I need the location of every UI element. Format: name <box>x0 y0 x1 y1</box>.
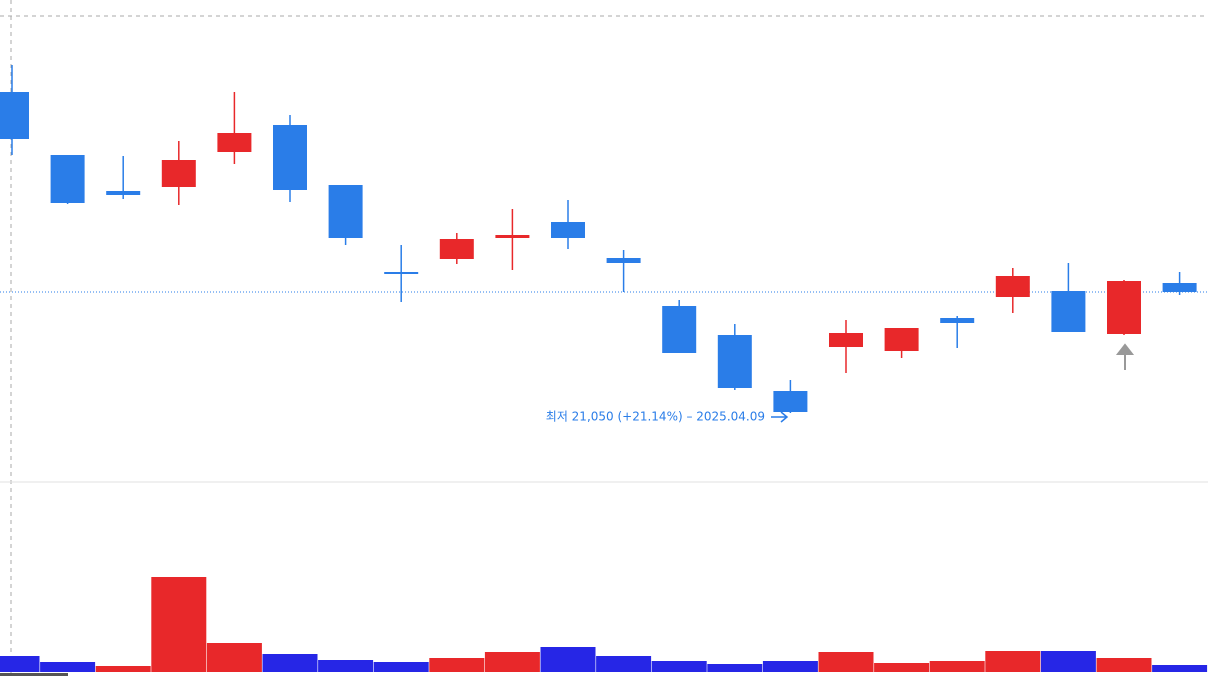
candle-body <box>662 306 697 353</box>
volume-bar <box>1152 665 1208 672</box>
candle-body <box>1162 283 1197 292</box>
volume-bar <box>929 661 985 672</box>
low-annotation: 최저 21,050 (+21.14%) – 2025.04.09 <box>546 410 765 424</box>
volume-bar <box>985 651 1041 672</box>
candle-body <box>829 333 863 347</box>
candle-body <box>995 276 1030 297</box>
scroll-thumb <box>0 673 68 676</box>
candle-body <box>773 391 808 412</box>
volume-bar <box>540 647 596 672</box>
candle-body <box>384 272 419 274</box>
volume-bar <box>318 660 374 672</box>
volume-bar <box>262 654 318 672</box>
candle-body <box>551 222 585 238</box>
candle-body <box>161 160 196 187</box>
candle-body <box>50 155 85 203</box>
volume-bar <box>151 577 207 672</box>
volume-bar <box>206 643 262 672</box>
volume-bar <box>1040 651 1096 672</box>
candle-body <box>1107 281 1141 334</box>
candle-body <box>1051 291 1086 332</box>
volume-bar <box>596 656 652 672</box>
volume-bar <box>707 664 763 672</box>
volume-bar <box>1096 658 1152 672</box>
annotation-arrow <box>771 411 789 423</box>
candle-body <box>940 318 975 323</box>
candle-body <box>439 239 474 259</box>
volume-bar <box>0 656 40 672</box>
candle-body <box>273 125 307 190</box>
candle-body <box>495 235 530 238</box>
candle-body <box>717 335 752 388</box>
volume-bar <box>762 661 818 672</box>
volume-bar <box>874 663 930 672</box>
volume-bar <box>818 652 874 672</box>
volume-bar <box>429 658 485 672</box>
candle-body <box>106 191 141 195</box>
candle-body <box>0 92 29 139</box>
candle-body <box>606 258 641 263</box>
marker-arrow <box>1115 343 1135 370</box>
candle-body <box>217 133 252 152</box>
candle-body <box>328 185 363 238</box>
candle-body <box>884 328 919 351</box>
volume-bar <box>373 662 429 672</box>
volume-bar <box>40 662 96 672</box>
volume-bar <box>651 661 707 672</box>
volume-bar <box>484 652 540 672</box>
volume-bar <box>95 666 151 672</box>
